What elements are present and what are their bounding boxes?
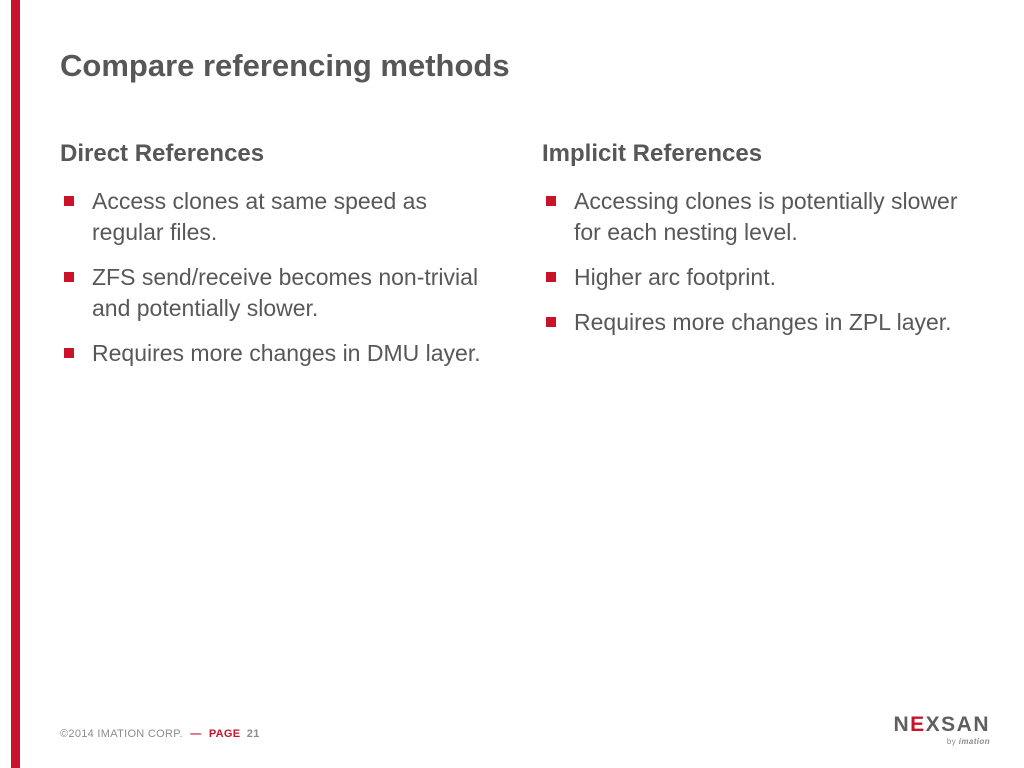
left-heading: Direct References	[60, 140, 502, 168]
list-item: Higher arc footprint.	[542, 262, 984, 293]
left-bullet-list: Access clones at same speed as regular f…	[60, 186, 502, 369]
list-item: Requires more changes in DMU layer.	[60, 338, 502, 369]
accent-bar	[11, 0, 20, 768]
logo-sub: by imation	[893, 737, 990, 746]
copyright-text: ©2014 IMATION CORP.	[60, 728, 183, 740]
list-item: Accessing clones is potentially slower f…	[542, 186, 984, 248]
list-item: ZFS send/receive becomes non-trivial and…	[60, 262, 502, 324]
left-column: Direct References Access clones at same …	[60, 140, 502, 383]
right-heading: Implicit References	[542, 140, 984, 168]
columns: Direct References Access clones at same …	[60, 140, 984, 383]
page-number: 21	[247, 728, 260, 740]
logo-red: E	[910, 713, 926, 736]
slide-title: Compare referencing methods	[60, 48, 984, 84]
slide-content: Compare referencing methods Direct Refer…	[60, 48, 984, 383]
list-item: Requires more changes in ZPL layer.	[542, 307, 984, 338]
list-item: Access clones at same speed as regular f…	[60, 186, 502, 248]
logo-by: by	[947, 737, 959, 746]
logo-part2: XSAN	[926, 713, 990, 736]
footer: ©2014 IMATION CORP. — PAGE 21	[60, 728, 260, 740]
right-column: Implicit References Accessing clones is …	[542, 140, 984, 383]
page-label: PAGE	[209, 728, 241, 740]
footer-dash: —	[190, 728, 201, 740]
logo: NEXSAN by imation	[893, 714, 990, 746]
right-bullet-list: Accessing clones is potentially slower f…	[542, 186, 984, 338]
logo-main: NEXSAN	[893, 714, 990, 735]
logo-part1: N	[893, 713, 910, 736]
logo-brand: imation	[959, 737, 990, 746]
